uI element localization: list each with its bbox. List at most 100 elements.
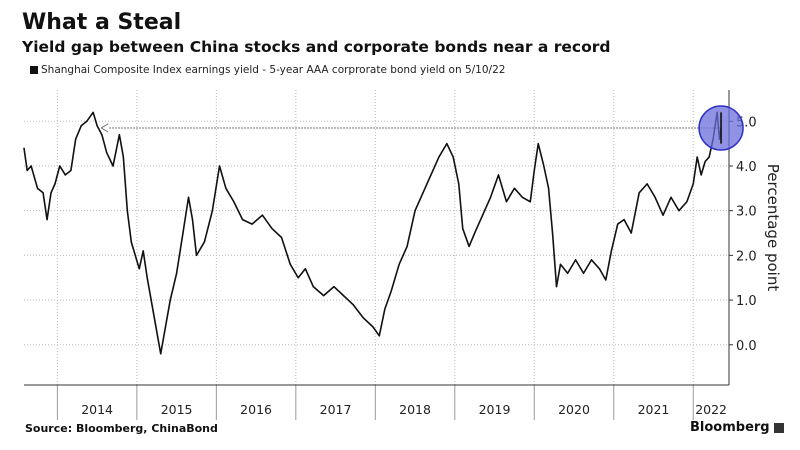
data-point [142, 250, 144, 252]
data-point [422, 192, 424, 194]
data-point [551, 232, 554, 234]
data-point [75, 138, 77, 140]
data-point [96, 125, 98, 127]
x-tick-label: 2021 [638, 402, 670, 417]
data-point [191, 219, 194, 221]
x-tick-label: 2018 [399, 402, 431, 417]
data-point [333, 286, 335, 288]
data-point [372, 326, 374, 328]
brand-logo: Bloomberg [690, 420, 784, 435]
data-point [195, 254, 198, 256]
data-point [130, 241, 132, 243]
data-point [406, 245, 408, 248]
data-point [289, 263, 291, 265]
data-point [218, 165, 221, 167]
x-tick-label: 2017 [320, 402, 352, 417]
data-point [623, 219, 625, 221]
data-point [176, 272, 178, 274]
x-tick-label: 2022 [695, 402, 727, 417]
x-tick-label: 2015 [161, 402, 193, 417]
x-tick-label: 2020 [558, 402, 590, 417]
y-tick-label: 4.0 [736, 160, 757, 175]
data-point [390, 290, 392, 292]
data-point [438, 156, 440, 158]
data-point [696, 156, 698, 158]
y-tick-label: 3.0 [736, 205, 757, 220]
data-point [160, 353, 162, 355]
data-point [430, 174, 432, 176]
data-point [261, 214, 264, 216]
data-point [211, 210, 213, 212]
data-point [452, 156, 454, 158]
data-point [86, 120, 88, 122]
data-point [617, 223, 619, 225]
data-point [23, 147, 25, 149]
data-point [567, 272, 569, 274]
data-point [654, 196, 656, 198]
data-point [686, 201, 688, 203]
data-point [150, 299, 152, 301]
data-point [138, 268, 140, 270]
data-point [692, 183, 694, 185]
data-point [662, 214, 664, 216]
data-point [446, 143, 448, 145]
data-point [474, 232, 476, 234]
data-point [497, 174, 500, 176]
legend: Shanghai Composite Index earnings yield … [30, 64, 505, 76]
data-point [590, 259, 593, 261]
data-point [118, 134, 120, 136]
data-point [352, 303, 354, 306]
data-point [241, 219, 244, 221]
data-point [670, 196, 672, 198]
data-point [468, 245, 470, 248]
data-point [101, 134, 103, 136]
data-point [630, 232, 632, 234]
legend-label: Shanghai Composite Index earnings yield … [41, 64, 506, 76]
x-tick-label: 2016 [240, 402, 272, 417]
y-tick-label: 0.0 [736, 339, 757, 354]
data-point [271, 227, 273, 230]
data-point [112, 165, 114, 167]
data-point [225, 187, 227, 189]
bloomberg-icon [773, 422, 784, 433]
data-point [529, 201, 531, 203]
data-point [543, 165, 545, 167]
data-point [106, 151, 108, 154]
data-point [92, 111, 94, 113]
data-point [555, 286, 558, 288]
data-point [708, 156, 710, 158]
data-point [59, 165, 61, 167]
series-line [23, 111, 722, 355]
data-point [638, 192, 640, 194]
data-point [384, 308, 386, 310]
data-point [26, 169, 28, 172]
data-point [559, 263, 562, 265]
data-point [489, 196, 492, 198]
y-tick-label: 2.0 [736, 249, 757, 264]
data-point [342, 295, 345, 297]
data-point [187, 196, 190, 198]
data-point [362, 317, 364, 319]
data-point [154, 321, 156, 324]
data-point [182, 232, 184, 234]
data-point [146, 277, 148, 279]
data-point [54, 183, 56, 185]
data-point [575, 259, 577, 261]
data-point [233, 201, 235, 203]
data-point [50, 192, 52, 194]
data-point [323, 295, 325, 297]
data-point [42, 192, 44, 194]
data-point [533, 169, 535, 172]
data-point [126, 210, 128, 212]
data-point [122, 156, 124, 158]
x-tick-label: 2019 [479, 402, 511, 417]
data-point [598, 268, 601, 270]
data-point [164, 330, 166, 332]
data-point [304, 268, 306, 270]
data-point [521, 196, 523, 198]
data-point [46, 219, 48, 221]
data-point [610, 250, 612, 252]
chart-subtitle: Yield gap between China stocks and corpo… [22, 38, 611, 56]
legend-swatch [30, 66, 38, 74]
